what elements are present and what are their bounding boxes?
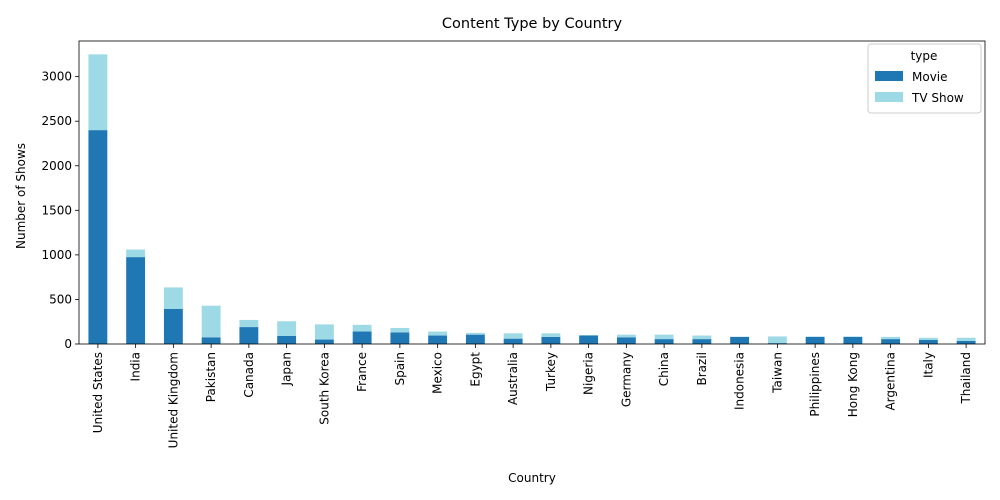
- x-tick-label: India: [129, 352, 143, 381]
- bar-tv-show-italy: [918, 337, 938, 340]
- x-tick-label: Spain: [393, 352, 407, 386]
- y-tick-label: 1000: [41, 248, 72, 262]
- bar-movie-united-kingdom: [163, 308, 183, 344]
- plot-frame: [78, 40, 986, 345]
- x-tick-label: France: [355, 352, 369, 392]
- bar-tv-show-spain: [390, 327, 410, 333]
- x-tick-label: Hong Kong: [846, 352, 860, 417]
- bar-tv-show-china: [654, 334, 674, 340]
- x-tick-label: Indonesia: [733, 352, 747, 410]
- legend: type Movie TV Show: [867, 43, 982, 114]
- y-tick-label: 500: [49, 292, 72, 306]
- bar-movie-japan: [277, 335, 297, 344]
- bar-tv-show-brazil: [692, 335, 712, 340]
- bar-movie-france: [352, 331, 372, 344]
- y-tick-label: 0: [64, 337, 72, 351]
- bar-tv-show-pakistan: [201, 305, 221, 338]
- bar-movie-pakistan: [201, 337, 221, 344]
- x-axis-title: Country: [508, 471, 556, 485]
- y-tick-label: 2000: [41, 159, 72, 173]
- bar-tv-show-france: [352, 324, 372, 332]
- bar-movie-italy: [918, 339, 938, 344]
- bar-movie-argentina: [881, 339, 901, 344]
- y-axis: 0 500 1000 1500 2000 2500 3000: [41, 70, 79, 351]
- bar-tv-show-south-korea: [314, 324, 334, 340]
- x-tick-label: Pakistan: [204, 352, 218, 402]
- bar-tv-show-mexico: [428, 331, 448, 336]
- x-tick-label: Philippines: [808, 352, 822, 417]
- x-tick-label: Brazil: [695, 352, 709, 386]
- bar-movie-brazil: [692, 339, 712, 344]
- x-tick-label: South Korea: [317, 352, 331, 425]
- y-tick-label: 2500: [41, 114, 72, 128]
- legend-title: type: [911, 49, 938, 63]
- x-tick-label: Japan: [280, 352, 294, 386]
- x-axis: United States India United Kingdom Pakistan…: [91, 344, 973, 448]
- bar-movie-united-states: [88, 130, 108, 344]
- legend-label-movie: Movie: [912, 70, 948, 84]
- bar-movie-taiwan: [767, 343, 787, 344]
- bar-movie-india: [126, 257, 146, 344]
- bar-movie-hong-kong: [843, 336, 863, 344]
- bar-tv-show-turkey: [541, 333, 561, 337]
- bar-movie-china: [654, 339, 674, 344]
- bar-movie-indonesia: [730, 336, 750, 344]
- bar-movie-philippines: [805, 336, 825, 344]
- x-tick-label: China: [657, 352, 671, 386]
- bar-movie-nigeria: [579, 335, 599, 344]
- x-tick-label: Thailand: [959, 352, 973, 405]
- bar-tv-show-thailand: [956, 337, 976, 341]
- bar-tv-show-united-kingdom: [163, 287, 183, 309]
- bar-tv-show-united-states: [88, 54, 108, 131]
- x-tick-label: Argentina: [884, 352, 898, 411]
- x-tick-label: Taiwan: [770, 352, 784, 394]
- legend-swatch-movie: [875, 71, 903, 81]
- bar-movie-spain: [390, 332, 410, 344]
- x-tick-label: Australia: [506, 352, 520, 405]
- x-tick-label: Turkey: [544, 352, 558, 392]
- plot-area: [78, 40, 986, 345]
- bar-movie-mexico: [428, 335, 448, 344]
- bar-tv-show-australia: [503, 333, 523, 339]
- y-tick-label: 3000: [41, 70, 72, 84]
- y-tick-label: 1500: [41, 203, 72, 217]
- chart-title: Content Type by Country: [442, 16, 623, 32]
- x-tick-label: Nigeria: [582, 352, 596, 395]
- legend-swatch-tv-show: [875, 92, 903, 102]
- bar-tv-show-taiwan: [767, 336, 787, 344]
- bar-movie-thailand: [956, 340, 976, 344]
- legend-label-tv-show: TV Show: [911, 91, 964, 105]
- x-tick-label: Germany: [619, 352, 633, 407]
- bar-movie-south-korea: [314, 339, 334, 344]
- bar-tv-show-india: [126, 249, 146, 258]
- bar-movie-canada: [239, 327, 259, 344]
- bar-tv-show-argentina: [881, 336, 901, 340]
- bar-tv-show-japan: [277, 321, 297, 336]
- bar-movie-turkey: [541, 336, 561, 344]
- bar-movie-germany: [616, 337, 636, 344]
- x-tick-label: Canada: [242, 352, 256, 398]
- bar-movie-egypt: [465, 334, 485, 344]
- x-tick-label: Italy: [921, 352, 935, 378]
- y-axis-title: Number of Shows: [14, 143, 28, 249]
- bar-tv-show-egypt: [465, 332, 485, 335]
- bar-tv-show-germany: [616, 334, 636, 338]
- x-tick-label: Egypt: [468, 352, 482, 387]
- x-tick-label: United Kingdom: [166, 352, 180, 448]
- bar-movie-australia: [503, 338, 523, 344]
- x-tick-label: Mexico: [431, 352, 445, 394]
- bar-tv-show-canada: [239, 319, 259, 328]
- x-tick-label: United States: [91, 352, 105, 433]
